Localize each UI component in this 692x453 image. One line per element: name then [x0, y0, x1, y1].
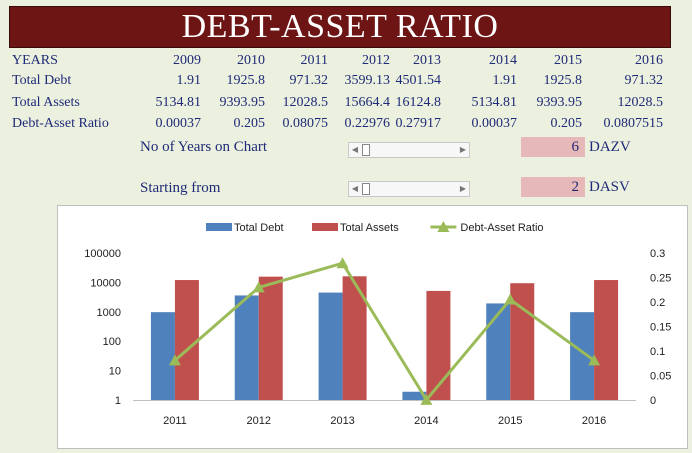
bar-total-assets — [594, 280, 618, 400]
legend-label: Total Assets — [340, 222, 399, 234]
table-cell: 0.00037 — [131, 115, 201, 133]
legend-swatch — [312, 223, 338, 231]
starting-from-code: DASV — [589, 179, 630, 196]
slider-left-arrow-icon[interactable]: ◀ — [349, 143, 361, 157]
table-cell: 0.00037 — [447, 115, 517, 133]
y-left-tick-label: 10000 — [90, 277, 121, 289]
starting-from-slider[interactable]: ◀ ▶ — [348, 181, 470, 197]
bar-total-debt — [486, 303, 510, 400]
table-cell: 971.32 — [593, 72, 663, 90]
x-tick-label: 2013 — [330, 415, 354, 427]
y-right-tick-label: 0.1 — [650, 346, 665, 358]
table-cell: 1925.8 — [195, 72, 265, 90]
table-header-label: YEARS — [12, 52, 58, 70]
table-cell: 0.205 — [195, 115, 265, 133]
y-right-tick-label: 0.2 — [650, 297, 665, 309]
year-header: 2013 — [371, 52, 441, 70]
table-cell: 1.91 — [447, 72, 517, 90]
table-cell: 12028.5 — [593, 94, 663, 112]
x-tick-label: 2016 — [582, 415, 606, 427]
legend-label: Debt-Asset Ratio — [460, 222, 543, 234]
x-tick-label: 2012 — [247, 415, 271, 427]
year-header: 2016 — [593, 52, 663, 70]
year-header: 2011 — [258, 52, 328, 70]
page-title: DEBT-ASSET RATIO — [9, 6, 671, 48]
slider-thumb[interactable] — [362, 183, 370, 195]
ratio-point — [337, 257, 349, 268]
legend-label: Total Debt — [234, 222, 284, 234]
table-cell: 1925.8 — [512, 72, 582, 90]
chart-area: 1 10 100 1000 10000 100000 0 0.05 0.1 0.15 0.2 0.25… — [57, 205, 688, 449]
y-right-tick-label: 0.15 — [650, 322, 671, 334]
table-cell: 9393.95 — [512, 94, 582, 112]
table-cell: 12028.5 — [258, 94, 328, 112]
table-cell: 0.0807515 — [593, 115, 663, 133]
x-tick-label: 2015 — [498, 415, 522, 427]
y-left-tick-label: 10 — [109, 366, 121, 378]
y-right-tick-label: 0.3 — [650, 248, 665, 260]
years-on-chart-label: No of Years on Chart — [140, 139, 267, 156]
table-cell: 16124.8 — [371, 94, 441, 112]
table-cell: 971.32 — [258, 72, 328, 90]
table-cell: 0.08075 — [258, 115, 328, 133]
y-left-tick-label: 100000 — [84, 248, 121, 260]
table-cell: 5134.81 — [131, 94, 201, 112]
row-label: Debt-Asset Ratio — [12, 115, 109, 133]
years-on-chart-slider[interactable]: ◀ ▶ — [348, 142, 470, 158]
y-right-tick-label: 0 — [650, 395, 656, 407]
legend-swatch — [206, 223, 232, 231]
table-cell: 0.27917 — [371, 115, 441, 133]
row-label: Total Assets — [12, 94, 80, 112]
year-header: 2009 — [131, 52, 201, 70]
slider-left-arrow-icon[interactable]: ◀ — [349, 182, 361, 196]
table-cell: 4501.54 — [371, 72, 441, 90]
y-right-tick-label: 0.25 — [650, 273, 671, 285]
bar-total-debt — [319, 293, 343, 400]
y-left-tick-label: 1 — [115, 395, 121, 407]
table-cell: 0.205 — [512, 115, 582, 133]
y-left-tick-label: 100 — [103, 336, 121, 348]
bar-total-assets — [175, 280, 199, 400]
y-left-tick-label: 1000 — [97, 307, 121, 319]
slider-thumb[interactable] — [362, 144, 370, 156]
bar-total-debt — [235, 295, 259, 400]
year-header: 2010 — [195, 52, 265, 70]
table-cell: 5134.81 — [447, 94, 517, 112]
combo-chart: 1 10 100 1000 10000 100000 0 0.05 0.1 0.15 0.2 0.25… — [58, 206, 687, 448]
slider-right-arrow-icon[interactable]: ▶ — [457, 143, 469, 157]
years-on-chart-code: DAZV — [589, 139, 631, 156]
table-cell: 1.91 — [131, 72, 201, 90]
slider-right-arrow-icon[interactable]: ▶ — [457, 182, 469, 196]
table-cell: 9393.95 — [195, 94, 265, 112]
x-tick-label: 2014 — [414, 415, 438, 427]
years-on-chart-value: 6 — [521, 137, 585, 157]
starting-from-label: Starting from — [140, 180, 220, 197]
y-right-tick-label: 0.05 — [650, 371, 671, 383]
year-header: 2014 — [447, 52, 517, 70]
row-label: Total Debt — [12, 72, 71, 90]
bar-total-assets — [259, 277, 283, 400]
starting-from-value: 2 — [521, 177, 585, 197]
x-tick-label: 2011 — [163, 415, 187, 427]
year-header: 2015 — [512, 52, 582, 70]
bar-total-debt — [151, 312, 175, 400]
